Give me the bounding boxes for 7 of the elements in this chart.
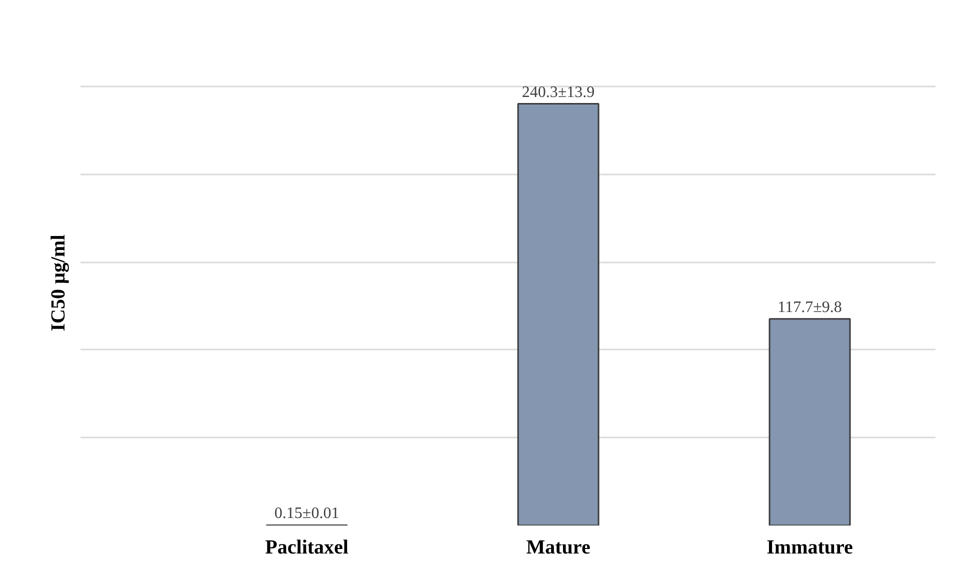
x-tick-label: Immature (766, 536, 854, 558)
data-label: 240.3±13.9 (522, 84, 595, 101)
x-tick-label: Mature (526, 536, 590, 558)
y-axis-title: IC50 µg/ml (48, 234, 70, 332)
x-tick-label: Paclitaxel (265, 536, 349, 558)
data-label: 117.7±9.8 (778, 298, 842, 316)
data-label: 0.15±0.01 (274, 505, 340, 522)
